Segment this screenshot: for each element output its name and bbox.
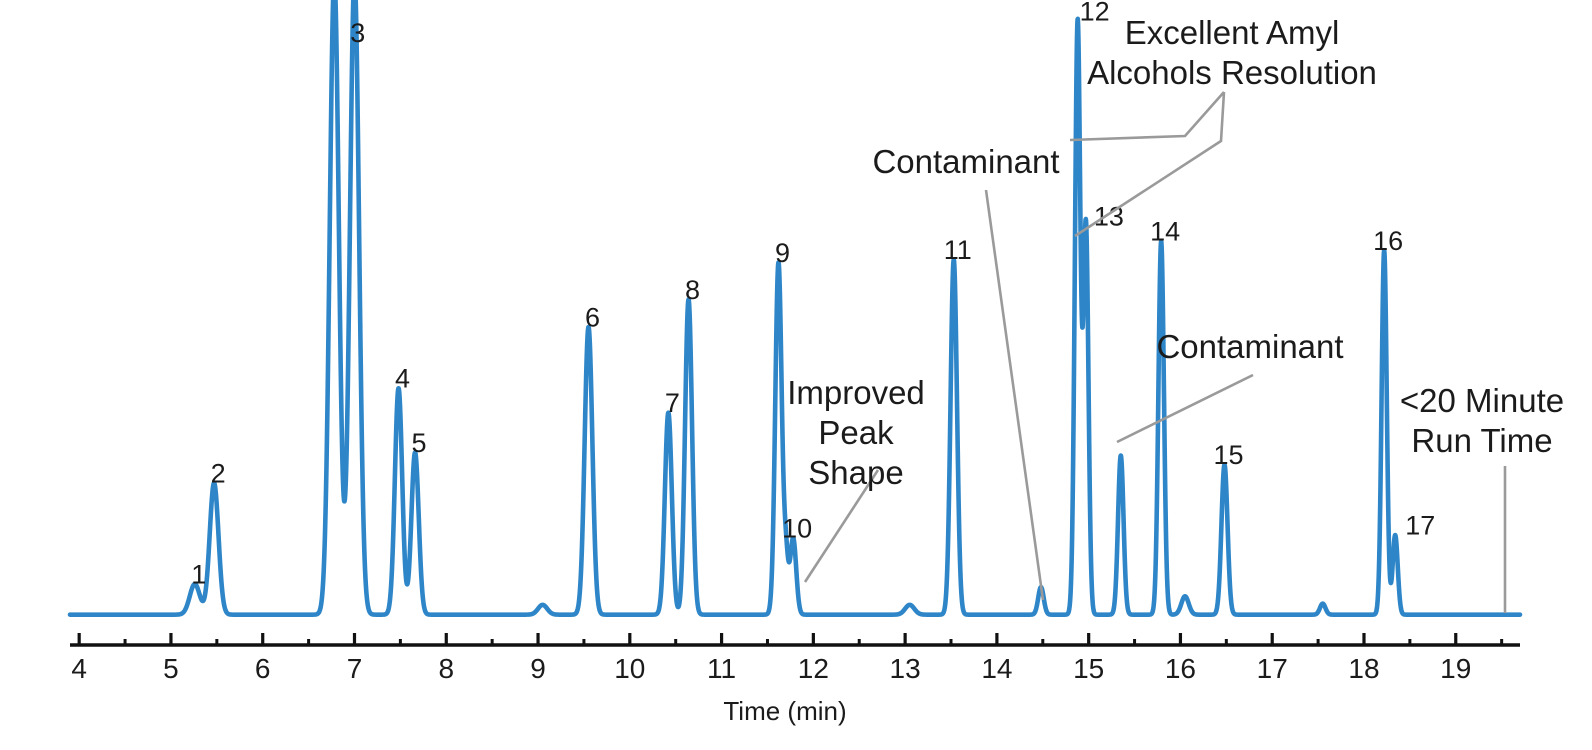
leader-contaminant-right xyxy=(1116,373,1254,444)
peak-label-11: 11 xyxy=(944,235,972,265)
peak-label-8: 8 xyxy=(685,275,700,305)
x-tick-label: 4 xyxy=(71,653,87,684)
x-tick-label: 9 xyxy=(530,653,546,684)
x-axis-title: Time (min) xyxy=(723,696,846,726)
peak-label-6: 6 xyxy=(585,302,600,332)
peak-label-17: 17 xyxy=(1405,510,1435,540)
annotation-run-time: <20 Minute Run Time xyxy=(1400,382,1564,459)
peak-label-12: 12 xyxy=(1080,0,1110,26)
x-tick-label: 11 xyxy=(707,653,736,684)
x-tick-label: 17 xyxy=(1257,653,1288,684)
x-tick-label: 5 xyxy=(163,653,179,684)
x-tick-label: 16 xyxy=(1165,653,1196,684)
x-axis-tick-labels: 4 5 6 7 8 9 10 11 12 13 14 15 16 17 18 19 xyxy=(71,653,1471,684)
peak-label-16: 16 xyxy=(1373,226,1403,256)
annotation-line: Contaminant xyxy=(872,143,1059,180)
annotation-excellent-amyl: Excellent Amyl Alcohols Resolution xyxy=(1087,14,1377,91)
peak-label-10: 10 xyxy=(782,514,812,544)
peak-label-5: 5 xyxy=(412,428,427,458)
peak-label-2: 2 xyxy=(211,458,226,488)
peak-label-14: 14 xyxy=(1150,217,1180,247)
x-tick-label: 10 xyxy=(614,653,645,684)
trace-group xyxy=(67,0,1523,617)
x-tick-label: 6 xyxy=(255,653,271,684)
leader-excellent-amyl-b xyxy=(1074,91,1226,238)
annotation-line: Excellent Amyl xyxy=(1125,14,1340,51)
x-tick-label: 13 xyxy=(890,653,921,684)
x-axis: 4 5 6 7 8 9 10 11 12 13 14 15 16 17 18 19 Time (min) xyxy=(70,633,1520,726)
peak-label-4: 4 xyxy=(395,364,410,394)
annotation-contaminant-left: Contaminant xyxy=(872,143,1059,180)
annotation-line: <20 Minute xyxy=(1400,382,1564,419)
x-axis-ticks xyxy=(77,633,1504,645)
x-tick-label: 19 xyxy=(1440,653,1471,684)
x-tick-label: 18 xyxy=(1348,653,1379,684)
leader-contaminant-left xyxy=(984,189,1045,601)
x-tick-label: 14 xyxy=(981,653,1012,684)
peak-label-15: 15 xyxy=(1213,440,1243,470)
leader-lines-group xyxy=(803,91,1507,613)
annotation-line: Peak xyxy=(818,414,894,451)
annotation-improved-peak-shape: Improved Peak Shape xyxy=(787,374,925,491)
annotation-line: Improved xyxy=(787,374,925,411)
peak-label-3: 3 xyxy=(350,18,365,48)
annotation-line: Alcohols Resolution xyxy=(1087,54,1377,91)
x-tick-label: 15 xyxy=(1073,653,1104,684)
peak-label-1: 1 xyxy=(191,559,206,589)
chromatogram-trace xyxy=(67,0,1523,617)
annotation-line: Run Time xyxy=(1411,422,1552,459)
x-tick-label: 12 xyxy=(798,653,829,684)
leader-excellent-amyl-a xyxy=(1069,91,1225,142)
peak-label-9: 9 xyxy=(775,238,790,268)
x-tick-label: 7 xyxy=(347,653,363,684)
annotation-line: Contaminant xyxy=(1156,328,1343,365)
annotations-group: Improved Peak Shape Contaminant Excellent Am… xyxy=(787,14,1564,491)
x-tick-label: 8 xyxy=(438,653,454,684)
annotation-line: Shape xyxy=(808,454,903,491)
peak-label-7: 7 xyxy=(665,388,680,418)
leader-improved-peak-shape xyxy=(803,469,880,583)
annotation-contaminant-right: Contaminant xyxy=(1156,328,1343,365)
